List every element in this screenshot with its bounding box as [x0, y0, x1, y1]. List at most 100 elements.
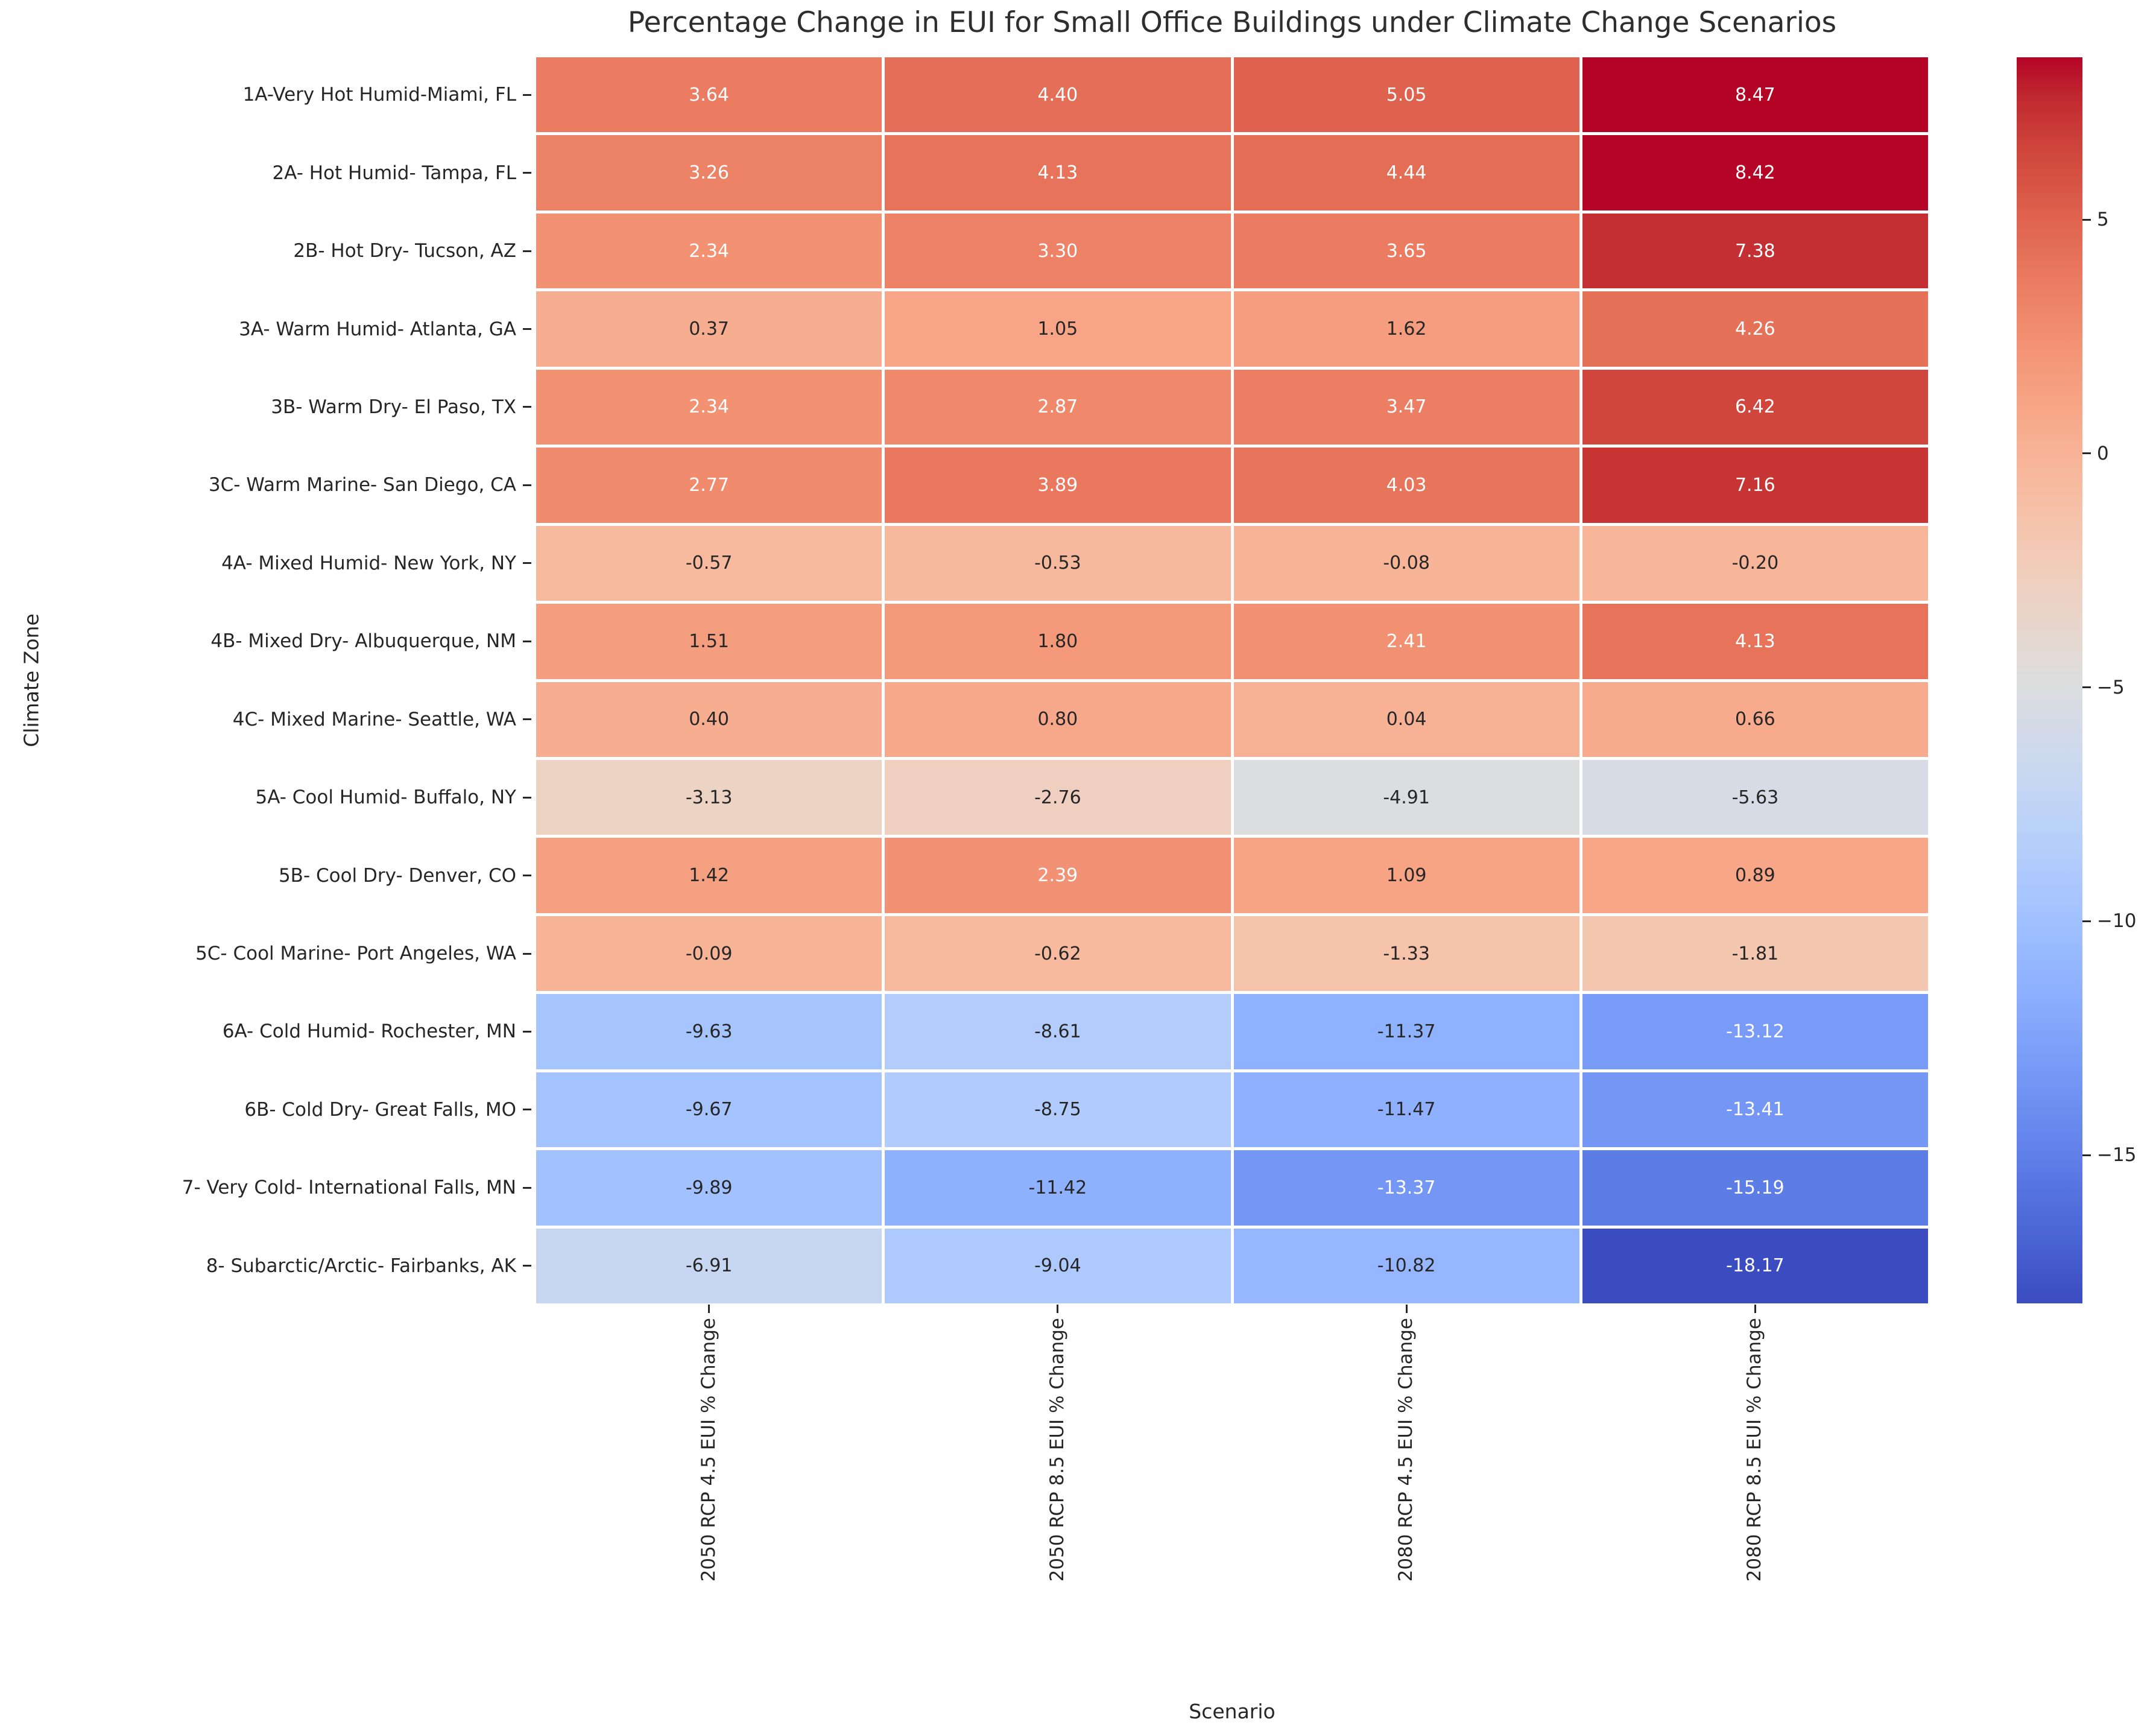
cell-value: 3.89 [1037, 474, 1078, 496]
heatmap-cell: 7.38 [1582, 213, 1928, 289]
cell-value: -8.61 [1034, 1021, 1081, 1042]
heatmap-cell: 0.89 [1582, 838, 1928, 913]
cell-value: 2.87 [1037, 396, 1078, 418]
cell-value: 1.80 [1037, 630, 1078, 652]
x-tick-label: 2050 RCP 4.5 EUI % Change [697, 1318, 719, 1582]
cell-value: 1.62 [1386, 318, 1427, 340]
heatmap-cell: 4.13 [1582, 604, 1928, 679]
cell-value: -10.82 [1377, 1255, 1436, 1277]
y-tick-label: 5C- Cool Marine- Port Angeles, WA [195, 943, 516, 965]
heatmap-cell: -9.89 [536, 1150, 882, 1226]
y-tick-label: 2A- Hot Humid- Tampa, FL [272, 162, 516, 184]
heatmap-cell: 2.87 [885, 369, 1231, 445]
heatmap-cell: -0.08 [1233, 525, 1579, 601]
x-axis-label: Scenario [1189, 1700, 1276, 1723]
x-tick-label: 2080 RCP 8.5 EUI % Change [1743, 1318, 1766, 1582]
heatmap-cell: 5.05 [1233, 57, 1579, 133]
heatmap-cell: 3.30 [885, 213, 1231, 289]
cell-value: -15.19 [1726, 1177, 1785, 1198]
cell-value: 3.26 [689, 162, 730, 184]
y-tick-label: 5A- Cool Humid- Buffalo, NY [255, 786, 516, 809]
heatmap-cell: -6.91 [536, 1228, 882, 1303]
y-tick-mark [523, 718, 531, 721]
y-tick-label: 4A- Mixed Humid- New York, NY [221, 552, 516, 574]
heatmap-cell: 1.80 [885, 604, 1231, 679]
heatmap-cell: 8.42 [1582, 135, 1928, 210]
heatmap-cell: -18.17 [1582, 1228, 1928, 1303]
heatmap-cell: 1.09 [1233, 838, 1579, 913]
cell-value: -9.89 [685, 1177, 733, 1198]
chart-title: Percentage Change in EUI for Small Offic… [627, 6, 1837, 39]
cell-value: 4.44 [1386, 162, 1427, 184]
cell-value: 5.05 [1386, 84, 1427, 106]
heatmap-cell: 4.40 [885, 57, 1231, 133]
colorbar-tick-label: 5 [2097, 209, 2109, 231]
heatmap-cell: -0.09 [536, 916, 882, 992]
y-tick-label: 3C- Warm Marine- San Diego, CA [208, 474, 516, 496]
cell-value: 1.09 [1386, 865, 1427, 887]
heatmap-cell: -0.57 [536, 525, 882, 601]
heatmap-cell: -13.37 [1233, 1150, 1579, 1226]
cell-value: -13.37 [1377, 1177, 1436, 1198]
y-tick-label: 3B- Warm Dry- El Paso, TX [271, 396, 516, 418]
cell-value: -11.47 [1377, 1099, 1436, 1121]
colorbar-gradient [2017, 57, 2082, 1303]
y-tick-mark [523, 1030, 531, 1033]
cell-value: -13.12 [1726, 1021, 1785, 1042]
y-tick-label: 8- Subarctic/Arctic- Fairbanks, AK [206, 1255, 516, 1277]
y-tick-label: 7- Very Cold- International Falls, MN [182, 1177, 516, 1199]
heatmap-cell: -13.12 [1582, 994, 1928, 1069]
cell-value: 1.42 [689, 865, 730, 887]
x-tick-mark [1405, 1305, 1408, 1313]
heatmap-cell: 1.51 [536, 604, 882, 679]
heatmap-cell: 3.26 [536, 135, 882, 210]
heatmap-cell: -10.82 [1233, 1228, 1579, 1303]
colorbar-tick-mark [2082, 218, 2091, 221]
heatmap-cell: 1.62 [1233, 291, 1579, 367]
cell-value: 3.30 [1037, 240, 1078, 262]
heatmap-cell: 1.42 [536, 838, 882, 913]
heatmap-cell: 2.77 [536, 448, 882, 523]
y-tick-mark [523, 172, 531, 174]
cell-value: -8.75 [1034, 1099, 1081, 1121]
y-tick-mark [523, 484, 531, 486]
cell-value: -0.09 [685, 943, 733, 964]
x-tick-mark [1754, 1305, 1756, 1313]
cell-value: 2.39 [1037, 865, 1078, 887]
heatmap-cell: -8.61 [885, 994, 1231, 1069]
heatmap-cell: 1.05 [885, 291, 1231, 367]
x-tick-label: 2080 RCP 4.5 EUI % Change [1395, 1318, 1417, 1582]
heatmap-cell: 4.44 [1233, 135, 1579, 210]
cell-value: 0.66 [1734, 709, 1775, 730]
heatmap-cell: 2.34 [536, 213, 882, 289]
cell-value: 4.26 [1734, 318, 1775, 340]
cell-value: -9.67 [685, 1099, 733, 1121]
cell-value: -6.91 [685, 1255, 733, 1277]
y-tick-mark [523, 562, 531, 565]
x-tick-mark [1057, 1305, 1059, 1313]
heatmap-cell: 0.37 [536, 291, 882, 367]
heatmap-cell: 4.03 [1233, 448, 1579, 523]
heatmap-cell: -0.20 [1582, 525, 1928, 601]
cell-value: 0.37 [689, 318, 730, 340]
y-tick-mark [523, 875, 531, 877]
cell-value: -4.91 [1383, 786, 1430, 808]
colorbar-tick-label: −10 [2097, 910, 2137, 932]
y-tick-label: 6A- Cold Humid- Rochester, MN [222, 1021, 516, 1043]
y-tick-label: 1A-Very Hot Humid-Miami, FL [242, 84, 516, 106]
cell-value: 0.40 [689, 709, 730, 730]
heatmap-cell: 2.41 [1233, 604, 1579, 679]
heatmap-cell: 0.40 [536, 682, 882, 757]
y-tick-mark [523, 952, 531, 955]
y-tick-label: 3A- Warm Humid- Atlanta, GA [239, 318, 516, 340]
cell-value: 0.80 [1037, 709, 1078, 730]
heatmap-cell: -1.81 [1582, 916, 1928, 992]
cell-value: 3.64 [689, 84, 730, 106]
cell-value: -13.41 [1726, 1099, 1785, 1121]
heatmap-cell: 3.47 [1233, 369, 1579, 445]
y-tick-mark [523, 796, 531, 799]
heatmap-cell: -8.75 [885, 1072, 1231, 1148]
cell-value: -11.42 [1028, 1177, 1087, 1198]
cell-value: 4.13 [1037, 162, 1078, 184]
